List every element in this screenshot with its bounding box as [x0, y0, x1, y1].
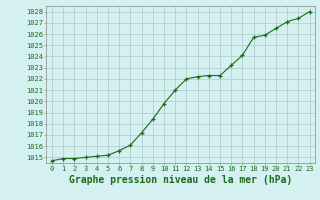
X-axis label: Graphe pression niveau de la mer (hPa): Graphe pression niveau de la mer (hPa): [69, 175, 292, 185]
